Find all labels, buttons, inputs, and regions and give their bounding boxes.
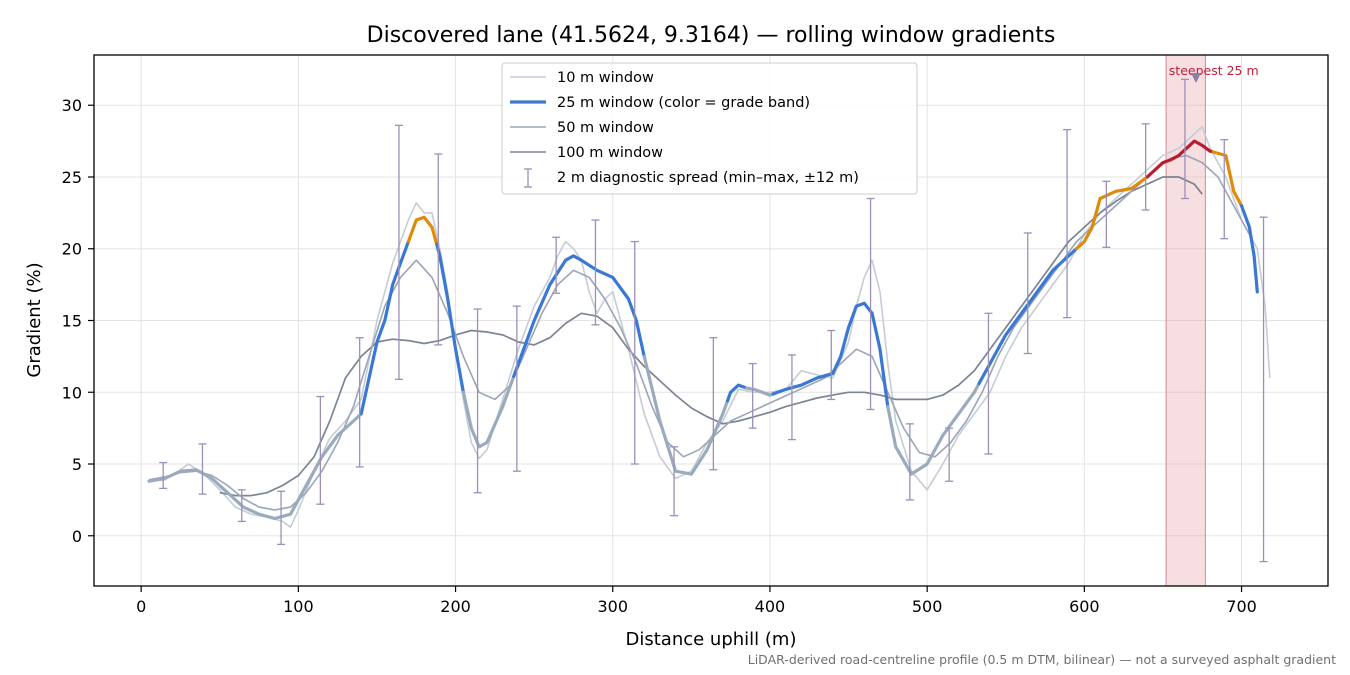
- errorbar: [473, 308, 482, 494]
- errorbar: [709, 337, 718, 471]
- x-tick-label: 0: [136, 597, 146, 616]
- errorbar: [1180, 78, 1189, 200]
- errorbar: [945, 427, 954, 482]
- errorbar: [316, 395, 325, 505]
- series-line-25m-low: [977, 247, 1079, 386]
- legend-label-50m: 50 m window: [557, 120, 654, 136]
- errorbar: [198, 443, 207, 495]
- errorbar: [355, 337, 364, 468]
- errorbar: [1141, 123, 1150, 211]
- errorbar: [1063, 128, 1072, 319]
- errorbar: [670, 446, 679, 517]
- legend: 10 m window 25 m window (color = grade b…: [501, 62, 918, 195]
- series-line-25m-low: [725, 383, 749, 403]
- errorbar: [277, 490, 286, 546]
- legend-box: [501, 62, 918, 195]
- series-line-25m-mid: [642, 354, 730, 476]
- legend-label-25m: 25 m window (color = grade band): [557, 95, 810, 111]
- y-tick-label: 10: [62, 383, 82, 402]
- x-axis-ticks: 0 100 200 300 400 500 600 700: [136, 586, 1257, 616]
- series-line-50m: [148, 154, 1251, 511]
- x-tick-label: 400: [755, 597, 786, 616]
- series-line-25m-steep: [1145, 139, 1215, 179]
- legend-label-100m: 100 m window: [557, 145, 663, 161]
- x-tick-label: 100: [283, 597, 314, 616]
- errorbar: [434, 153, 443, 346]
- series-line-25m-high: [1074, 175, 1149, 251]
- errorbar: [237, 489, 246, 523]
- errorbar: [591, 219, 600, 326]
- errorbar: [1220, 139, 1229, 240]
- steepest-label: steepest 25 m: [1169, 63, 1259, 78]
- series-line-25m-high: [1211, 150, 1244, 208]
- x-tick-label: 500: [912, 597, 943, 616]
- errorbar: [827, 329, 836, 401]
- y-tick-label: 20: [62, 240, 82, 259]
- y-tick-label: 0: [72, 527, 82, 546]
- y-tick-label: 5: [72, 455, 82, 474]
- x-axis-label: Distance uphill (m): [626, 629, 797, 650]
- y-tick-label: 30: [62, 96, 82, 115]
- series-line-25m-mid: [147, 412, 363, 521]
- errorbar: [630, 240, 639, 465]
- errorbar: [159, 461, 168, 490]
- errorbar: [552, 236, 561, 294]
- footnote: LiDAR-derived road-centreline profile (0…: [748, 652, 1336, 667]
- x-tick-label: 200: [440, 597, 471, 616]
- x-tick-label: 300: [597, 597, 628, 616]
- errorbar: [512, 305, 521, 472]
- errorbar: [1259, 216, 1268, 563]
- series-line-25m-low: [512, 254, 646, 379]
- legend-label-10m: 10 m window: [557, 70, 654, 86]
- legend-label-errorbar: 2 m diagnostic spread (min–max, ±12 m): [557, 170, 859, 186]
- y-tick-label: 15: [62, 312, 82, 331]
- series-line-25m-high: [406, 215, 439, 246]
- errorbar-group: [159, 78, 1268, 563]
- series-line-25m-low: [1239, 204, 1259, 294]
- errorbar: [394, 124, 403, 380]
- y-tick-label: 25: [62, 168, 82, 187]
- series-line-25m-low: [359, 240, 410, 416]
- series-lines: [147, 126, 1271, 529]
- errorbar: [1102, 180, 1111, 248]
- steepest-highlight-band: [1165, 54, 1206, 587]
- series-line-25m-mid: [744, 386, 775, 397]
- legend-swatch-errorbar: [524, 168, 532, 188]
- series-line-25m-mid: [886, 382, 981, 476]
- errorbar: [984, 312, 993, 455]
- series-line-10m: [148, 126, 1271, 529]
- errorbar: [866, 197, 875, 411]
- errorbar: [1023, 232, 1032, 355]
- errorbar: [748, 362, 757, 429]
- chart-title: Discovered lane (41.5624, 9.3164) — roll…: [367, 23, 1056, 48]
- errorbar: [905, 423, 914, 501]
- y-axis-label: Gradient (%): [24, 262, 45, 377]
- steepest-band: [1165, 54, 1206, 587]
- y-axis-ticks: 0 5 10 15 20 25 30: [62, 96, 94, 546]
- x-tick-label: 600: [1069, 597, 1100, 616]
- steepest-marker: [1190, 72, 1201, 83]
- series-line-25m-low: [771, 301, 890, 409]
- x-tick-label: 700: [1226, 597, 1257, 616]
- series-line-25m-mid: [461, 374, 516, 449]
- steepest-annotation: steepest 25 m: [1169, 63, 1259, 83]
- series-line-100m: [219, 176, 1203, 497]
- errorbar: [787, 354, 796, 441]
